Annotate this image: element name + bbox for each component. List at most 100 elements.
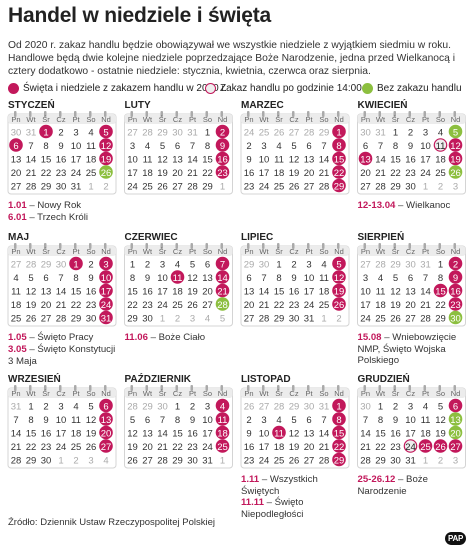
ban-day-mark <box>332 452 346 467</box>
ban-day-mark <box>99 138 113 152</box>
day: 1 <box>73 260 78 271</box>
day: 23 <box>217 168 228 179</box>
day: 19 <box>289 442 300 453</box>
holiday-note: 1.01 – Nowy Rok <box>8 200 120 212</box>
note-text: – Wielkanoc <box>398 200 451 211</box>
day: 13 <box>41 287 52 298</box>
day: 1 <box>28 402 33 413</box>
day: 4 <box>378 273 383 284</box>
day: 29 <box>26 456 37 467</box>
day: 13 <box>405 287 416 298</box>
day: 8 <box>276 273 281 284</box>
ban-day-mark <box>99 151 113 166</box>
day: 31 <box>187 128 198 139</box>
day: 4 <box>13 273 18 284</box>
day: 31 <box>319 402 330 413</box>
day: 1 <box>130 260 135 271</box>
day: 8 <box>205 141 210 152</box>
day: 17 <box>127 168 138 179</box>
day: 3 <box>103 260 108 271</box>
weekday: Pt <box>422 247 430 256</box>
day: 27 <box>304 182 315 193</box>
day: 25 <box>274 456 285 467</box>
binder-ring <box>453 385 456 391</box>
day: 7 <box>220 260 225 271</box>
day: 7 <box>363 415 368 426</box>
day: 21 <box>26 168 37 179</box>
day: 13 <box>450 415 461 426</box>
day: 4 <box>205 314 210 325</box>
day: 24 <box>405 442 416 453</box>
ban-day-mark <box>332 439 346 453</box>
binder-ring <box>190 385 193 391</box>
day: 26 <box>26 314 37 325</box>
day: 20 <box>304 168 315 179</box>
day: 12 <box>289 155 300 166</box>
weekday: Pn <box>128 389 137 398</box>
ban-day-mark <box>99 124 113 139</box>
day: 16 <box>142 287 153 298</box>
day: 15 <box>435 287 446 298</box>
month-name: LUTY <box>125 100 151 111</box>
ban-day-mark <box>433 283 448 298</box>
day: 19 <box>450 155 461 166</box>
free-day-mark <box>448 425 463 440</box>
day: 9 <box>190 415 195 426</box>
day: 29 <box>435 314 446 325</box>
day: 11 <box>218 415 228 426</box>
day: 11 <box>274 429 284 440</box>
day: 10 <box>157 273 168 284</box>
weekday: Cz <box>289 389 298 398</box>
ban-day-mark <box>433 439 448 453</box>
holiday-note: 1.05 – Święto Pracy <box>8 332 120 344</box>
day: 21 <box>319 168 330 179</box>
note-text: – Boże Ciało <box>150 332 206 343</box>
day: 4 <box>88 128 93 139</box>
day: 12 <box>289 429 300 440</box>
ban-day-mark <box>215 124 230 139</box>
day: 16 <box>390 429 401 440</box>
legend-swatch <box>8 83 19 94</box>
day: 22 <box>127 300 138 311</box>
weekday: Pt <box>422 115 430 124</box>
day: 28 <box>217 300 228 311</box>
day: 15 <box>172 429 183 440</box>
free-day-mark <box>99 165 113 179</box>
day: 21 <box>11 442 22 453</box>
legend-item: Bez zakazu handlu <box>362 82 462 95</box>
binder-ring <box>247 385 250 391</box>
ban-day-mark <box>448 256 463 271</box>
binder-ring <box>438 111 441 117</box>
ban-day-mark <box>99 283 113 298</box>
day: 25 <box>274 182 285 193</box>
ban-day-mark <box>9 138 23 152</box>
binder-ring <box>205 111 208 117</box>
ban-day-mark <box>332 412 346 426</box>
day: 5 <box>336 260 341 271</box>
day: 29 <box>319 128 330 139</box>
day: 11 <box>11 287 21 298</box>
day: 11 <box>173 273 183 284</box>
binder-ring <box>408 111 411 117</box>
day: 21 <box>217 287 228 298</box>
day: 8 <box>73 273 78 284</box>
day: 30 <box>405 260 416 271</box>
day: 9 <box>291 273 296 284</box>
day: 1 <box>175 402 180 413</box>
day: 7 <box>28 141 33 152</box>
day: 28 <box>375 182 386 193</box>
day: 5 <box>291 415 296 426</box>
day: 27 <box>360 260 371 271</box>
weekday: Śr <box>159 389 167 398</box>
day: 29 <box>289 402 300 413</box>
day: 18 <box>420 429 431 440</box>
ban-day-mark <box>99 310 113 325</box>
day: 23 <box>56 168 67 179</box>
day: 24 <box>259 182 270 193</box>
month-name: PAŹDZIERNIK <box>125 372 192 385</box>
ban-day-mark <box>99 398 113 413</box>
ban-day-mark <box>99 256 113 271</box>
day: 18 <box>86 155 97 166</box>
